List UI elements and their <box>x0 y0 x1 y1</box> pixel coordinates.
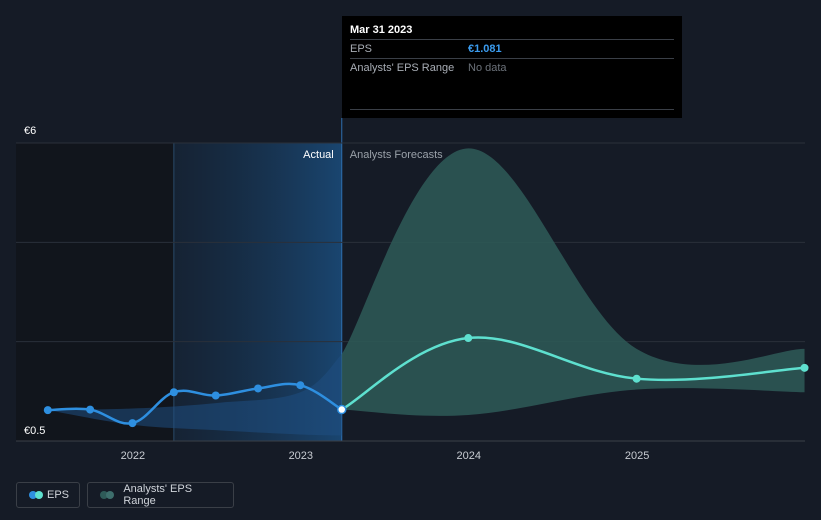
eps-forecast-point <box>632 374 641 383</box>
eps-point <box>254 384 263 393</box>
eps-forecast-point <box>800 363 809 372</box>
y-axis-min-label: €0.5 <box>24 425 45 437</box>
range-swatch-icon <box>100 491 115 499</box>
eps-forecast-point <box>464 334 473 343</box>
x-tick-label: 2023 <box>289 450 313 462</box>
past-eps-range-band <box>47 354 342 436</box>
tooltip-range-value: No data <box>468 62 507 74</box>
tooltip-eps-value: €1.081 <box>468 43 502 55</box>
eps-selected-point <box>337 404 347 415</box>
eps-forecast-line <box>341 336 805 411</box>
x-tick-label: 2024 <box>456 450 480 462</box>
legend-eps-label: EPS <box>46 489 69 501</box>
tooltip-date: Mar 31 2023 <box>350 24 674 40</box>
eps-point <box>296 381 305 390</box>
tooltip: Mar 31 2023 EPS €1.081 Analysts' EPS Ran… <box>342 16 682 118</box>
tooltip-divider <box>350 109 674 110</box>
analysts-eps-range-band <box>341 148 805 416</box>
tooltip-range-row: Analysts' EPS Range No data <box>350 59 674 77</box>
legend-range-label: Analysts' EPS Range <box>123 483 193 507</box>
actual-label: Actual <box>303 149 334 161</box>
eps-point <box>43 406 52 415</box>
eps-swatch-icon <box>29 491 43 499</box>
legend-range-button[interactable]: Analysts' EPS Range <box>87 482 234 508</box>
tooltip-range-label: Analysts' EPS Range <box>350 62 455 74</box>
y-axis-max-label: €6 <box>24 125 36 137</box>
legend-eps-button[interactable]: EPS <box>16 482 80 508</box>
eps-point <box>169 388 178 397</box>
analysts-forecasts-label: Analysts Forecasts <box>350 149 443 161</box>
tooltip-eps-row: EPS €1.081 <box>350 40 674 59</box>
x-tick-label: 2022 <box>121 450 145 462</box>
eps-point <box>86 405 95 414</box>
past-shade <box>16 143 174 441</box>
eps-point <box>128 419 137 428</box>
eps-point <box>211 391 220 400</box>
x-tick-label: 2025 <box>625 450 649 462</box>
tooltip-eps-label: EPS <box>350 43 373 55</box>
